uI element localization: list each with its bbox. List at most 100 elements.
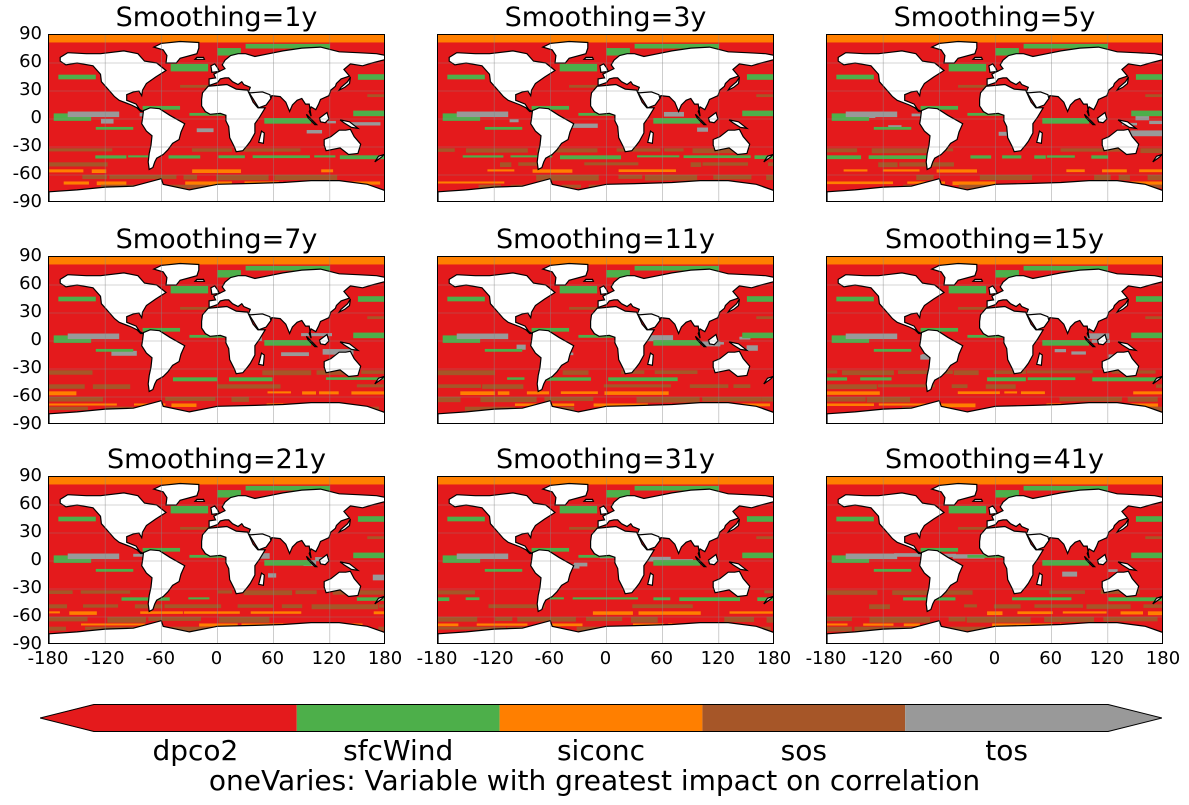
field-patch-tos (911, 113, 923, 117)
field-patch-sfcWind (987, 377, 1026, 382)
y-tick-label: -90 (12, 413, 42, 434)
field-patch-sos (964, 604, 977, 608)
y-tick-label: 0 (30, 107, 42, 128)
field-patch-siconc (1102, 169, 1127, 173)
field-patch-sos (1026, 370, 1093, 374)
land-antarctica (827, 619, 1162, 643)
field-patch-siconc (497, 391, 510, 395)
field-patch-sos (217, 384, 281, 389)
land-north-america (837, 50, 946, 113)
field-patch-sfcWind (637, 155, 680, 158)
field-patch-tos (663, 111, 684, 117)
land-japan (1115, 518, 1129, 534)
field-patch-tos (456, 111, 509, 118)
field-patch-sos (107, 616, 146, 623)
field-patch-sfcWind (948, 63, 987, 72)
land-sumatra (305, 555, 319, 568)
land-antarctica (49, 177, 384, 201)
map-svg (438, 257, 773, 423)
field-patch-siconc (593, 403, 648, 407)
field-patch-siconc (438, 257, 773, 265)
land-nz (374, 375, 384, 385)
field-patch-sfcWind (1046, 155, 1075, 158)
field-patch-sfcWind (314, 155, 336, 158)
field-patch-sfcWind (1131, 332, 1162, 339)
field-patch-sfcWind (1042, 340, 1090, 346)
field-patch-sos (1086, 604, 1131, 609)
x-tick-label: 0 (599, 648, 612, 669)
map-svg (49, 35, 384, 201)
field-patch-sfcWind (606, 490, 630, 498)
field-patch-siconc (63, 181, 89, 185)
land-australia (1101, 350, 1140, 378)
map-panel (437, 34, 774, 202)
field-patch-sos (183, 174, 198, 180)
x-tick-label: 60 (650, 648, 674, 669)
field-patch-siconc (547, 623, 583, 627)
field-patch-sfcWind (357, 516, 384, 522)
field-patch-siconc (267, 391, 291, 394)
field-patch-sfcWind (339, 155, 384, 160)
field-patch-sos (49, 406, 88, 411)
field-patch-sfcWind (356, 597, 384, 601)
field-patch-tos (845, 111, 898, 118)
field-patch-sos (217, 590, 233, 594)
field-patch-siconc (638, 611, 701, 615)
field-patch-siconc (49, 611, 60, 614)
field-patch-sos (1140, 148, 1162, 154)
field-patch-siconc (438, 181, 505, 184)
field-patch-sfcWind (1135, 516, 1162, 522)
y-tick-label: 0 (30, 329, 42, 350)
field-patch-tos (322, 349, 354, 355)
land-arabia (637, 91, 661, 109)
field-patch-siconc (827, 477, 1162, 485)
field-patch-sfcWind (188, 597, 210, 600)
field-patch-sos (518, 162, 539, 166)
field-patch-sfcWind (970, 155, 992, 159)
field-patch-sos (1059, 396, 1122, 402)
field-patch-sos (367, 316, 384, 320)
panel-title: Smoothing=41y (885, 444, 1104, 475)
field-patch-siconc (438, 477, 773, 485)
land-iceland (582, 278, 595, 282)
field-patch-sfcWind (170, 505, 209, 514)
field-patch-sos (1147, 174, 1162, 181)
field-patch-sfcWind (172, 377, 218, 382)
field-patch-tos (100, 118, 114, 124)
map-panel (437, 476, 774, 644)
y-tick-label: 0 (30, 549, 42, 570)
field-patch-sos (985, 384, 1016, 389)
map-panel (437, 256, 774, 424)
field-patch-sos (827, 396, 866, 402)
field-patch-siconc (91, 169, 107, 174)
field-patch-sfcWind (995, 270, 1019, 278)
field-patch-sfcWind (746, 74, 773, 80)
x-tick-label: 0 (210, 648, 223, 669)
field-patch-tos (920, 354, 930, 360)
field-patch-siconc (827, 403, 874, 407)
field-patch-tos (372, 574, 384, 581)
land-north-america (448, 492, 557, 555)
field-patch-tos (1062, 571, 1078, 577)
field-patch-tos (845, 333, 898, 340)
field-patch-sfcWind (217, 270, 241, 278)
field-patch-siconc (49, 35, 384, 43)
field-patch-sfcWind (189, 334, 227, 338)
field-patch-sos (1143, 604, 1162, 608)
field-patch-sos (756, 536, 773, 540)
land-nz (1152, 153, 1162, 163)
field-patch-siconc (49, 169, 84, 173)
field-patch-sfcWind (1091, 155, 1109, 159)
field-patch-sfcWind (653, 118, 701, 124)
field-patch-sos (500, 162, 512, 168)
field-patch-siconc (1066, 169, 1085, 173)
field-patch-sos (869, 604, 890, 610)
field-patch-sfcWind (1135, 296, 1162, 302)
land-sumatra (694, 555, 708, 568)
land-iceland (582, 498, 595, 502)
y-tick-label: -90 (12, 191, 42, 212)
field-patch-sos (155, 184, 210, 189)
land-antarctica (438, 177, 773, 201)
field-patch-sfcWind (634, 485, 719, 491)
field-patch-siconc (192, 169, 242, 173)
